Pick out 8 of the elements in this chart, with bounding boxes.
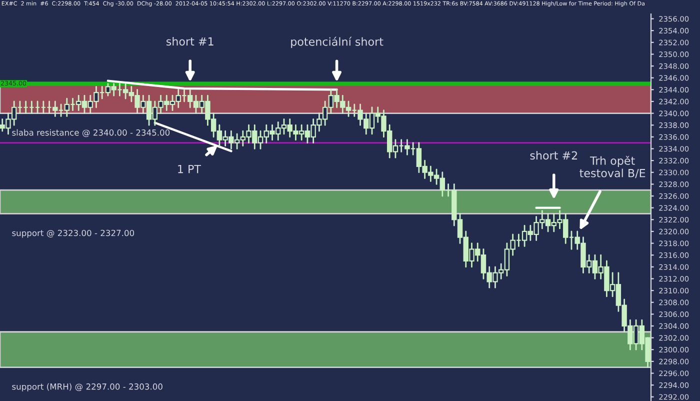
annotation: 1 PT <box>178 164 202 174</box>
annotation: short #1 <box>166 37 214 46</box>
annotation: Trh opět testoval B/E <box>580 156 646 178</box>
annotation: potenciální short <box>291 36 384 48</box>
band-label: support (MRH) @ 2297.00 - 2303.00 <box>12 383 162 392</box>
band-label: slaba resistance @ 2340.00 - 2345.00 <box>12 129 170 138</box>
annotation: short #2 <box>530 151 578 160</box>
band-label: support @ 2323.00 - 2327.00 <box>12 230 134 238</box>
